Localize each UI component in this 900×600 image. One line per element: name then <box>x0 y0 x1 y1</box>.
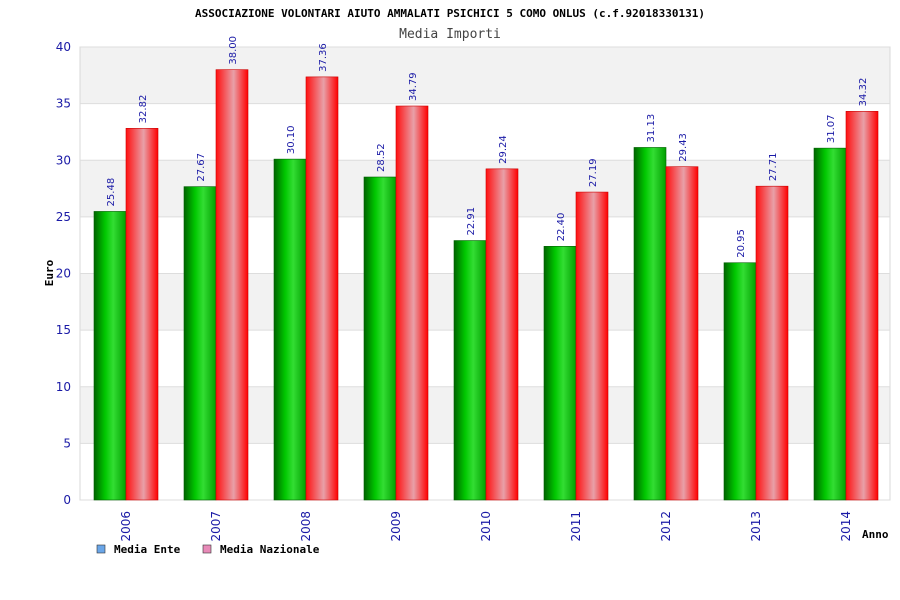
x-tick-label: 2009 <box>389 511 403 542</box>
data-labels: 25.48 32.82 27.67 38.00 30.10 37.36 28.52 34.79… <box>106 36 869 258</box>
y-tick-label: 30 <box>56 153 71 167</box>
bar-media-nazionale <box>575 191 609 501</box>
x-tick-label: 2012 <box>659 511 673 542</box>
x-tick-label: 2007 <box>209 511 223 542</box>
data-label: 38.00 <box>228 36 239 65</box>
grid-band <box>80 103 890 161</box>
x-axis-ticks: 2006 2007 2008 2009 2010 2011 2012 2013 2014 <box>119 511 853 542</box>
bar-media-ente <box>633 147 667 501</box>
legend-label: Media Nazionale <box>220 543 320 556</box>
y-tick-label: 25 <box>56 210 71 224</box>
data-label: 30.10 <box>286 125 297 154</box>
y-axis-ticks: 0 5 10 15 20 25 30 35 40 <box>56 40 71 507</box>
x-axis-label: Anno <box>862 528 889 541</box>
x-tick-label: 2006 <box>119 511 133 542</box>
data-label: 37.36 <box>318 43 329 72</box>
x-tick-label: 2008 <box>299 511 313 542</box>
bar-media-ente <box>183 186 217 501</box>
bar-media-nazionale <box>665 166 699 501</box>
y-tick-label: 15 <box>56 323 71 337</box>
bar-media-ente <box>813 147 847 501</box>
bar-media-nazionale <box>755 185 789 501</box>
y-axis-label: Euro <box>43 259 56 286</box>
legend: Media Ente Media Nazionale <box>96 543 320 556</box>
y-tick-label: 20 <box>56 267 71 281</box>
legend-swatch <box>96 544 106 554</box>
bar-media-ente <box>363 176 397 501</box>
data-label: 29.43 <box>678 133 689 162</box>
data-label: 25.48 <box>106 178 117 207</box>
bar-media-nazionale <box>305 76 339 501</box>
grid-band <box>80 47 890 104</box>
legend-label: Media Ente <box>114 543 181 556</box>
bar-media-ente <box>93 211 127 501</box>
bars <box>93 69 879 501</box>
data-label: 31.13 <box>646 114 657 143</box>
y-tick-label: 40 <box>56 40 71 54</box>
x-tick-label: 2013 <box>749 511 763 542</box>
data-label: 31.07 <box>826 114 837 143</box>
y-tick-label: 35 <box>56 97 71 111</box>
bar-media-nazionale <box>215 69 249 501</box>
x-tick-label: 2010 <box>479 511 493 542</box>
data-label: 27.19 <box>588 158 599 187</box>
bar-media-ente <box>273 158 307 501</box>
data-label: 34.79 <box>408 72 419 101</box>
y-tick-label: 5 <box>63 436 71 450</box>
y-tick-label: 0 <box>63 493 71 507</box>
data-label: 29.24 <box>498 135 509 164</box>
data-label: 22.91 <box>466 207 477 236</box>
bar-media-nazionale <box>125 128 159 501</box>
data-label: 27.67 <box>196 153 207 182</box>
data-label: 22.40 <box>556 213 567 242</box>
x-tick-label: 2014 <box>839 511 853 542</box>
data-label: 34.32 <box>858 78 869 107</box>
data-label: 32.82 <box>138 95 149 124</box>
x-tick-label: 2011 <box>569 511 583 542</box>
bar-media-ente <box>543 246 577 501</box>
data-label: 27.71 <box>768 153 779 182</box>
bar-media-nazionale <box>845 111 879 501</box>
bar-media-nazionale <box>485 168 519 501</box>
bar-media-ente <box>723 262 757 501</box>
data-label: 20.95 <box>736 229 747 258</box>
data-label: 28.52 <box>376 143 387 172</box>
bar-media-nazionale <box>395 105 429 501</box>
legend-swatch <box>202 544 212 554</box>
chart-subtitle: Media Importi <box>399 27 501 42</box>
y-tick-label: 10 <box>56 380 71 394</box>
chart-title: ASSOCIAZIONE VOLONTARI AIUTO AMMALATI PS… <box>195 7 705 20</box>
bar-media-ente <box>453 240 487 501</box>
